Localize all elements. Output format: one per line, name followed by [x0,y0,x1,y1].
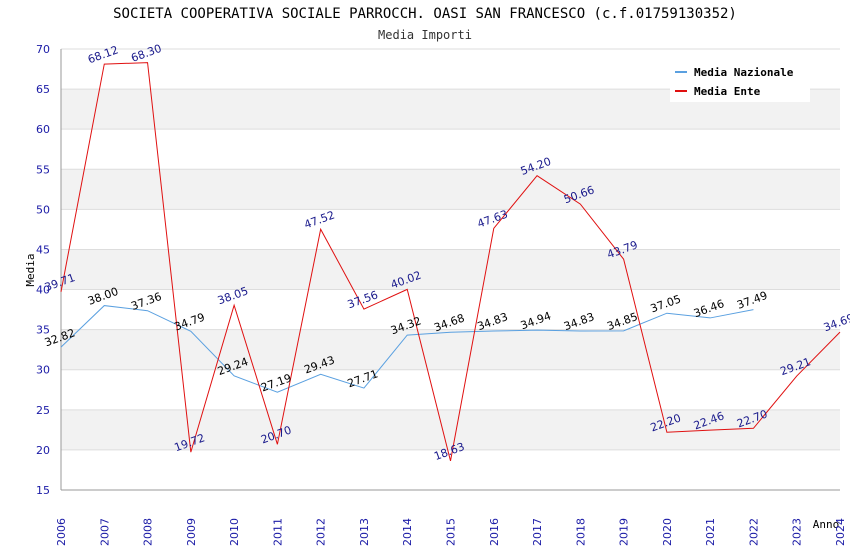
plot-background-bands [61,89,840,450]
x-tick-label: 2024 [834,518,847,546]
x-tick-label: 2018 [574,518,587,546]
legend: Media Nazionale Media Ente [670,60,810,102]
x-tick-label: 2015 [445,518,458,546]
data-label: 37.05 [649,292,683,315]
grid-band [61,169,840,210]
x-tick-label: 2021 [704,518,717,546]
x-tick-label: 2010 [228,518,241,546]
legend-label: Media Nazionale [694,66,794,79]
data-label: 68.30 [129,42,163,65]
legend-box [670,60,810,102]
y-tick-label: 65 [36,83,50,96]
x-tick-label: 2020 [661,518,674,546]
grid-band [61,329,840,370]
x-tick-labels: 2006 2007 2008 2009 2010 2011 2012 2013 2014 2015… [55,518,847,546]
x-tick-label: 2008 [142,518,155,546]
x-tick-label: 2019 [618,518,631,546]
legend-label: Media Ente [694,85,761,98]
x-axis-label: Anno [813,518,840,531]
axes [60,49,840,491]
x-tick-label: 2014 [401,518,414,546]
y-tick-label: 55 [36,163,50,176]
x-tick-label: 2007 [98,518,111,546]
x-tick-label: 2017 [531,518,544,546]
x-tick-label: 2012 [315,518,328,546]
y-tick-label: 20 [36,444,50,457]
series-line-media-ente [60,62,841,462]
chart-title: SOCIETA COOPERATIVA SOCIALE PARROCCH. OA… [113,6,737,22]
y-axis-label: Media [24,253,37,286]
y-tick-label: 50 [36,203,50,216]
x-tick-label: 2023 [791,518,804,546]
y-tick-label: 40 [36,284,50,297]
y-tick-label: 45 [36,243,50,256]
grid-band [61,249,840,290]
x-tick-label: 2022 [747,518,760,546]
data-label: 34.94 [519,309,553,332]
x-tick-label: 2016 [488,518,501,546]
data-label: 68.12 [86,43,120,66]
data-label: 47.63 [476,208,510,231]
x-tick-label: 2009 [185,518,198,546]
y-tick-label: 35 [36,324,50,337]
y-tick-label: 70 [36,43,50,56]
data-label: 37.36 [129,290,163,313]
y-tick-labels: 15 20 25 30 35 40 45 50 55 60 65 70 [36,43,50,497]
data-label: 47.52 [302,208,336,231]
data-label: 27.71 [346,367,380,390]
y-tick-label: 25 [36,404,50,417]
data-label: 37.49 [735,289,769,312]
x-tick-label: 2013 [358,518,371,546]
y-tick-label: 30 [36,364,50,377]
y-tick-label: 15 [36,484,50,497]
x-tick-label: 2011 [271,518,284,546]
chart-subtitle: Media Importi [378,28,472,42]
x-tick-label: 2006 [55,518,68,546]
data-label: 36.46 [692,297,726,320]
data-label: 39.71 [43,271,77,294]
series-lines [60,62,841,462]
y-tick-label: 60 [36,123,50,136]
